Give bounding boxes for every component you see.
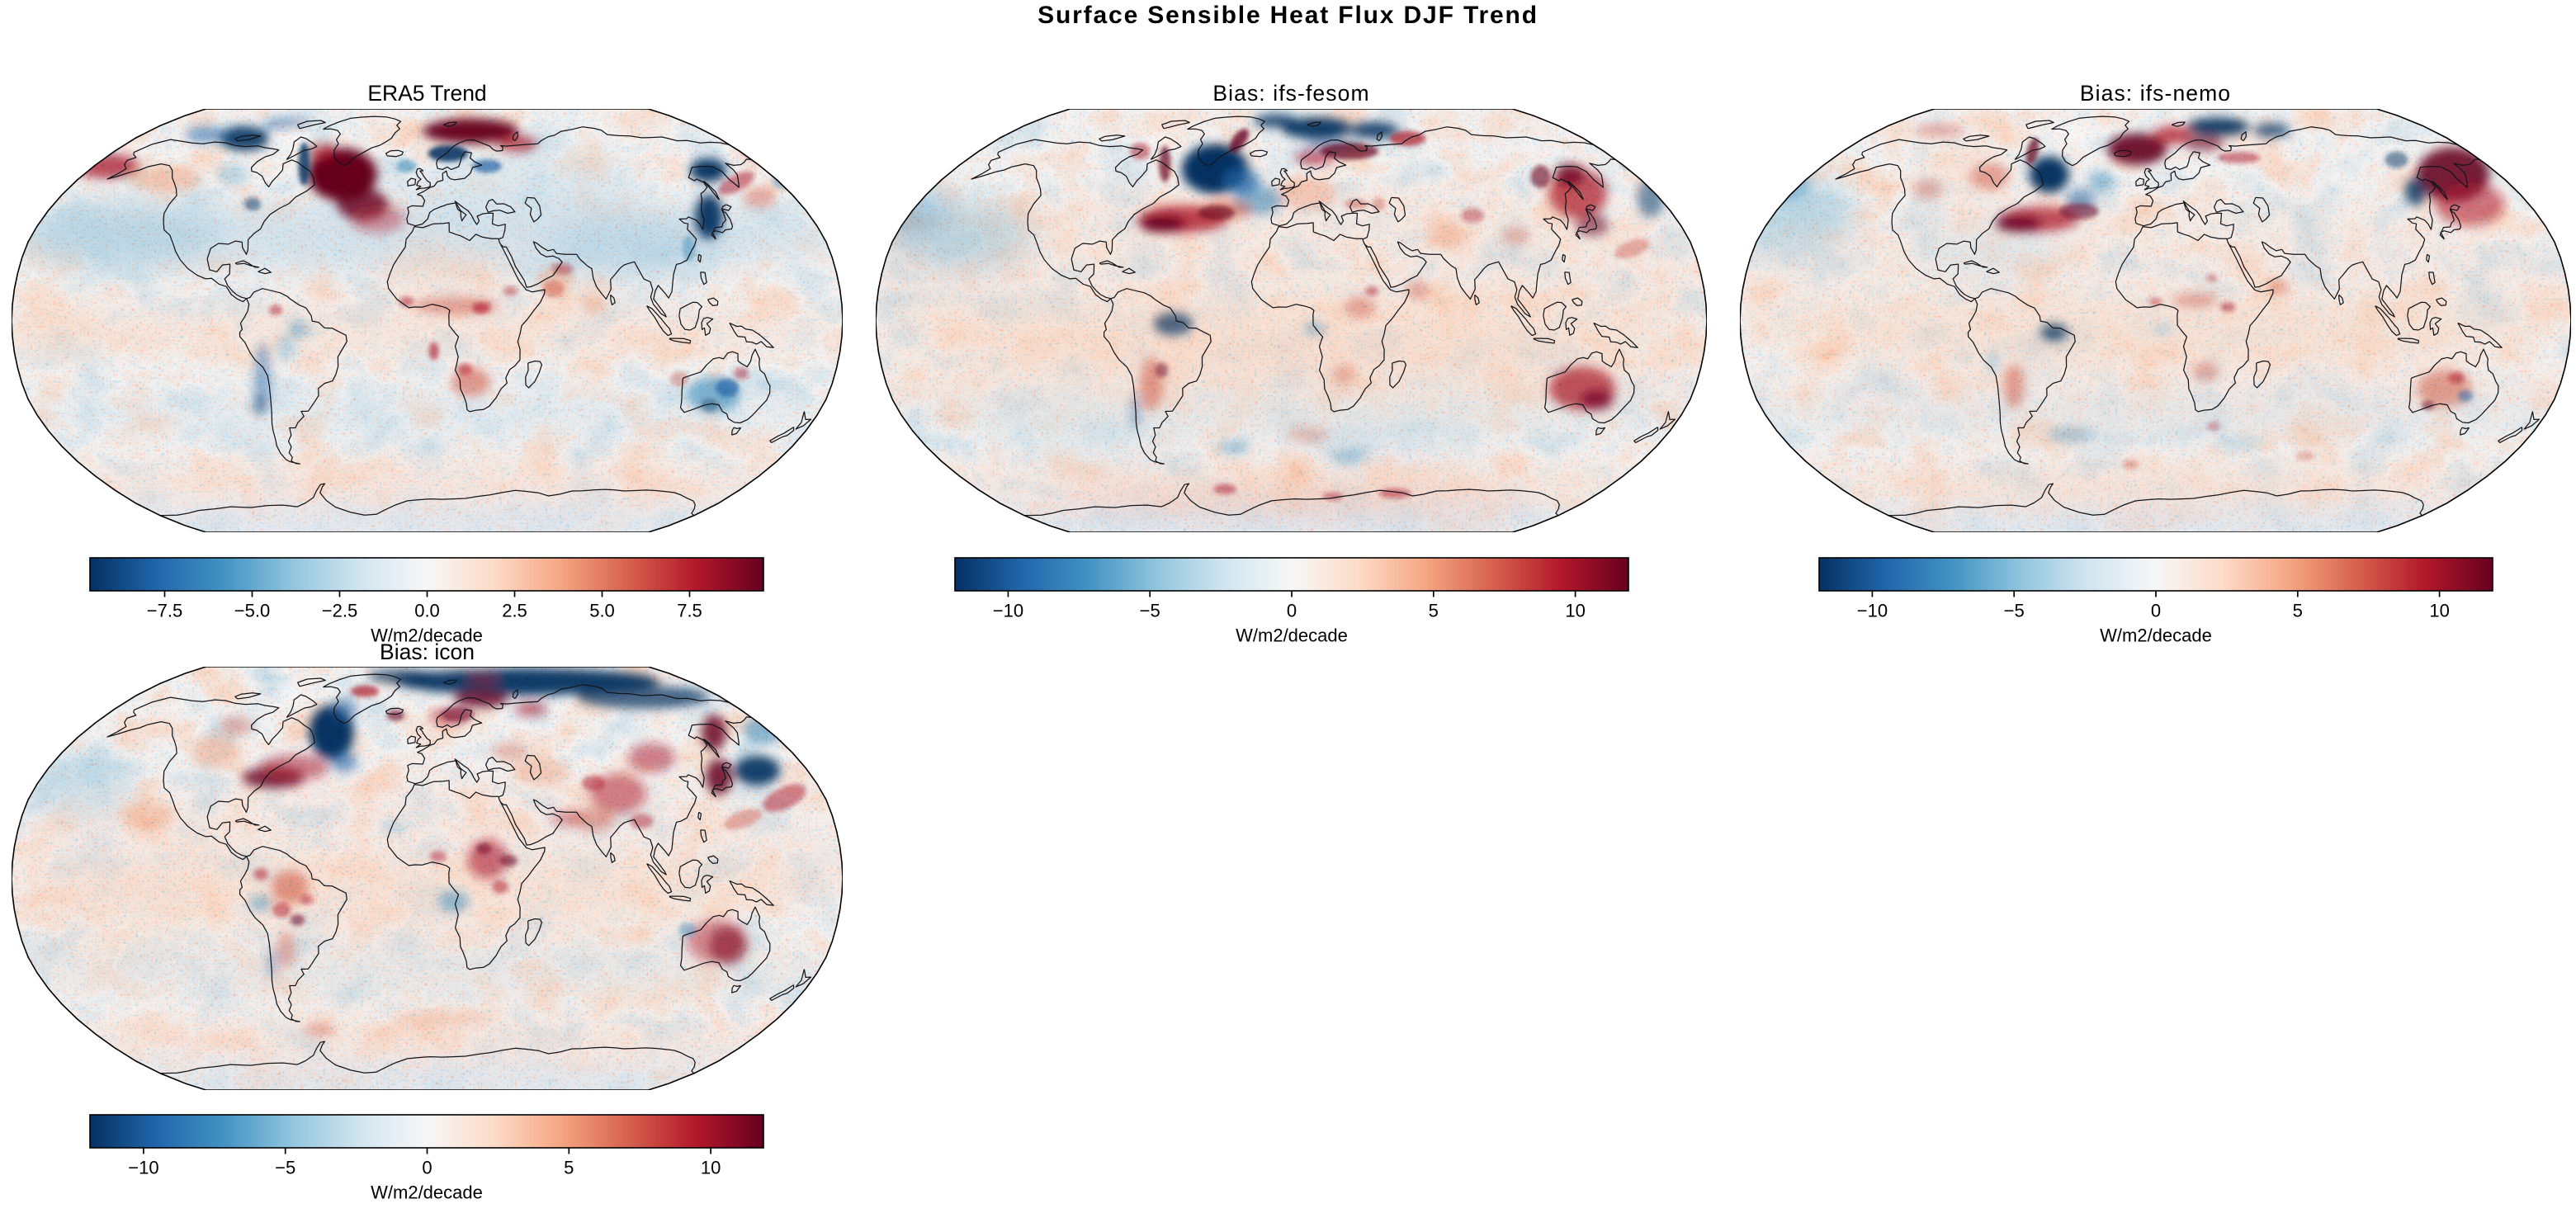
svg-text:0.0: 0.0 bbox=[414, 601, 440, 621]
svg-text:W/m2/decade: W/m2/decade bbox=[2100, 625, 2212, 646]
svg-text:−5.0: −5.0 bbox=[234, 601, 270, 621]
svg-text:−5: −5 bbox=[275, 1158, 295, 1178]
svg-text:W/m2/decade: W/m2/decade bbox=[371, 1182, 483, 1203]
svg-text:W/m2/decade: W/m2/decade bbox=[1236, 625, 1348, 646]
svg-text:−2.5: −2.5 bbox=[322, 601, 357, 621]
svg-text:7.5: 7.5 bbox=[677, 601, 702, 621]
svg-text:2.5: 2.5 bbox=[502, 601, 527, 621]
svg-text:0: 0 bbox=[422, 1158, 432, 1178]
svg-text:5: 5 bbox=[1428, 601, 1438, 621]
svg-text:5: 5 bbox=[564, 1158, 574, 1178]
svg-text:−5: −5 bbox=[2003, 601, 2024, 621]
svg-text:−5: −5 bbox=[1139, 601, 1160, 621]
svg-text:10: 10 bbox=[2429, 601, 2449, 621]
svg-text:−10: −10 bbox=[1856, 601, 1887, 621]
svg-text:−10: −10 bbox=[992, 601, 1023, 621]
svg-text:5: 5 bbox=[2292, 601, 2302, 621]
svg-text:10: 10 bbox=[1565, 601, 1585, 621]
svg-text:10: 10 bbox=[701, 1158, 721, 1178]
svg-text:W/m2/decade: W/m2/decade bbox=[371, 625, 483, 646]
svg-text:0: 0 bbox=[2150, 601, 2160, 621]
svg-text:0: 0 bbox=[1286, 601, 1296, 621]
svg-text:5.0: 5.0 bbox=[589, 601, 615, 621]
svg-text:−7.5: −7.5 bbox=[147, 601, 182, 621]
svg-text:−10: −10 bbox=[128, 1158, 158, 1178]
